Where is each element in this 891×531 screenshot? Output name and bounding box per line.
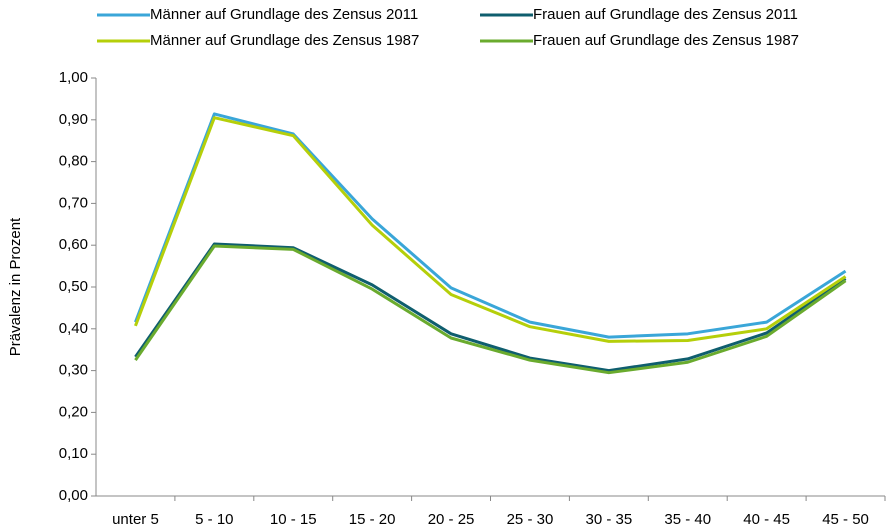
legend-label: Männer auf Grundlage des Zensus 1987 xyxy=(150,32,419,49)
y-tick-label: 0,50 xyxy=(59,278,88,295)
series-line xyxy=(134,242,847,373)
legend-label: Frauen auf Grundlage des Zensus 1987 xyxy=(533,32,799,49)
x-tick-label: 35 - 40 xyxy=(664,511,711,528)
y-tick-label: 0,00 xyxy=(59,487,88,504)
legend-label: Frauen auf Grundlage des Zensus 2011 xyxy=(533,6,798,23)
y-tick-label: 0,10 xyxy=(59,445,88,462)
x-tick-label: 5 - 10 xyxy=(195,511,233,528)
y-axis-label: Prävalenz in Prozent xyxy=(7,217,24,356)
y-tick-label: 0,30 xyxy=(59,362,88,379)
x-tick-label: 10 - 15 xyxy=(270,511,317,528)
y-tick-label: 0,70 xyxy=(59,194,88,211)
series-line xyxy=(134,112,847,339)
x-tick-label: 20 - 25 xyxy=(428,511,475,528)
x-tick-label: 25 - 30 xyxy=(507,511,554,528)
x-tick-label: 45 - 50 xyxy=(822,511,869,528)
legend-label: Männer auf Grundlage des Zensus 2011 xyxy=(150,6,418,23)
y-tick-label: 0,60 xyxy=(59,236,88,253)
y-tick-label: 0,90 xyxy=(59,111,88,128)
y-tick-label: 0,20 xyxy=(59,403,88,420)
series-line xyxy=(134,244,847,375)
y-tick-label: 1,00 xyxy=(59,69,88,86)
x-tick-label: 15 - 20 xyxy=(349,511,396,528)
x-tick-label: unter 5 xyxy=(112,511,159,528)
y-tick-label: 0,40 xyxy=(59,320,88,337)
series-line xyxy=(134,116,847,343)
x-tick-label: 40 - 45 xyxy=(743,511,790,528)
y-tick-label: 0,80 xyxy=(59,153,88,170)
x-tick-label: 30 - 35 xyxy=(585,511,632,528)
